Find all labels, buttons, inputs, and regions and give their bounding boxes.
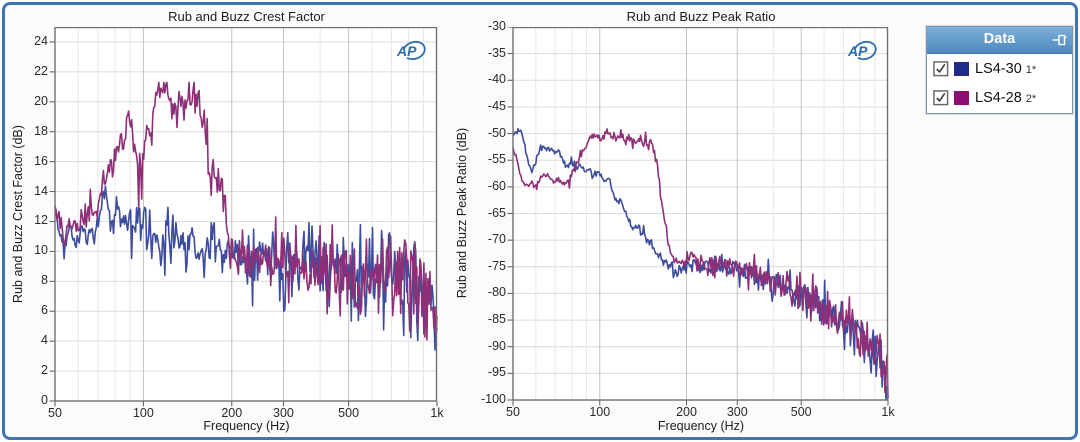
legend-item-suffix: 1* — [1025, 64, 1037, 76]
legend-title: Data — [983, 31, 1016, 47]
y-tick-label: -30 — [487, 19, 506, 33]
x-tick-label: 100 — [132, 406, 154, 420]
y-tick-label: 10 — [34, 243, 48, 258]
y-tick-label: 12 — [34, 213, 48, 228]
y-tick-label: 16 — [34, 153, 48, 168]
legend-rows: LS4-30 1* LS4-28 2* — [927, 56, 1072, 112]
y-tick-label: 24 — [34, 33, 48, 48]
legend-row-ls4-30[interactable]: LS4-30 1* — [927, 56, 1072, 83]
y-tick-label: -45 — [487, 98, 506, 113]
legend-header[interactable]: Data — [927, 27, 1072, 54]
x-tick-label: 50 — [48, 406, 62, 420]
legend-color-swatch — [954, 62, 969, 76]
peak-ratio-plot-area[interactable] — [507, 27, 889, 407]
y-tick-label: 8 — [41, 273, 48, 288]
x-tick-label: 500 — [338, 406, 360, 420]
y-tick-label: -40 — [487, 72, 506, 87]
y-tick-label: -85 — [487, 312, 506, 327]
chart-title: Rub and Buzz Peak Ratio — [626, 9, 776, 24]
y-tick-label: 18 — [34, 123, 48, 138]
y-tick-label: -90 — [487, 338, 506, 353]
x-tick-label: 200 — [676, 405, 697, 419]
x-tick-label: 50 — [506, 405, 520, 419]
y-tick-label: -100 — [480, 392, 506, 406]
svg-text:AP: AP — [396, 43, 417, 59]
legend-color-swatch — [954, 91, 969, 105]
x-tick-label: 1k — [430, 406, 444, 420]
legend-checkbox[interactable] — [933, 90, 949, 106]
y-tick-label: 4 — [41, 333, 48, 348]
ap-logo-icon: AP — [396, 40, 426, 61]
y-tick-label: 6 — [41, 303, 48, 318]
x-tick-label: 300 — [273, 406, 294, 420]
legend-item-label: LS4-28 2* — [975, 90, 1037, 106]
y-tick-label: -35 — [487, 45, 506, 60]
pin-icon[interactable] — [1052, 33, 1067, 47]
y-tick-label: -70 — [487, 232, 506, 247]
data-legend-panel: Data LS4-30 1* LS4-28 2* — [926, 26, 1073, 114]
crest-factor-plot-area[interactable] — [49, 27, 438, 408]
y-tick-label: -60 — [487, 178, 506, 193]
ap-logo-icon: AP — [847, 40, 877, 61]
y-tick-label: 20 — [34, 93, 48, 108]
x-tick-label: 100 — [589, 405, 611, 419]
y-tick-label: -80 — [487, 285, 506, 300]
chart-title: Rub and Buzz Crest Factor — [168, 9, 325, 24]
x-tick-label: 1k — [881, 405, 895, 419]
legend-item-label: LS4-30 1* — [975, 61, 1037, 77]
x-tick-label: 200 — [221, 406, 243, 420]
legend-item-suffix: 2* — [1025, 93, 1037, 105]
y-tick-label: -65 — [487, 205, 506, 220]
y-tick-label: 2 — [41, 363, 48, 378]
x-tick-label: 500 — [790, 405, 812, 419]
y-tick-label: -50 — [487, 125, 506, 140]
legend-row-ls4-28[interactable]: LS4-28 2* — [927, 85, 1072, 112]
svg-text:AP: AP — [847, 43, 868, 59]
y-tick-label: 14 — [34, 183, 48, 198]
y-tick-label: -55 — [487, 152, 506, 167]
x-axis-label: Frequency (Hz) — [657, 419, 745, 433]
y-tick-label: 0 — [41, 393, 48, 407]
y-tick-label: -95 — [487, 365, 506, 380]
x-axis-label: Frequency (Hz) — [203, 419, 290, 433]
y-tick-label: 22 — [34, 63, 48, 78]
y-tick-label: -75 — [487, 258, 506, 273]
x-tick-label: 300 — [726, 405, 748, 419]
legend-checkbox[interactable] — [933, 61, 949, 77]
